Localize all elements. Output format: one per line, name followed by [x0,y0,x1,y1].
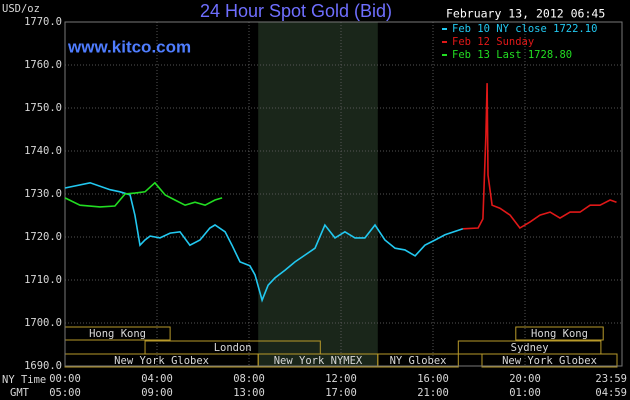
session-label: London [214,342,252,354]
y-tick-label: 1700.0 [24,317,62,329]
legend-label: Feb 13 Last 1728.80 [452,49,572,61]
plot-area [64,21,623,368]
price-line [64,181,464,303]
x-tick-label: 04:00 [141,373,173,385]
y-tick-label: 1740.0 [24,145,62,157]
x-axis-label: NY Time [2,374,46,386]
plot-frame [64,21,623,367]
session-label: NY Globex [390,355,447,367]
y-tick-label: 1760.0 [24,59,62,71]
session-label: Hong Kong [89,328,146,340]
x2-tick-label: 05:00 [49,387,81,399]
session-box [481,353,618,368]
session-label: New York Globex [502,355,597,367]
session-label: New York NYMEX [274,355,363,367]
y-tick-label: 1750.0 [24,102,62,114]
y-tick-label: 1720.0 [24,231,62,243]
session-label: Hong Kong [531,328,588,340]
session-label: Sydney [511,342,549,354]
x-tick-label: 23:59 [595,373,627,385]
x2-tick-label: 09:00 [141,387,173,399]
price-line [64,181,223,208]
timestamp: February 13, 2012 06:45 [446,7,605,21]
y-tick-label: 1730.0 [24,188,62,200]
session-box [515,326,604,341]
x-tick-label: 00:00 [49,373,81,385]
y-tick-label: 1710.0 [24,274,62,286]
x2-tick-label: 13:00 [233,387,265,399]
x2-axis-label: GMT [10,387,30,399]
x-tick-label: 08:00 [233,373,265,385]
x-tick-label: 16:00 [417,373,449,385]
y-tick-label: 1770.0 [24,16,62,28]
x-tick-label: 12:00 [325,373,357,385]
chart-title: 24 Hour Spot Gold (Bid) [200,1,392,21]
session-box [377,353,459,368]
x2-tick-label: 01:00 [509,387,541,399]
x2-tick-label: 21:00 [417,387,449,399]
price-line [462,83,617,230]
legend-label: Feb 10 NY close 1722.10 [452,23,597,35]
y-tick-label: 1690.0 [24,360,62,372]
x-tick-label: 20:00 [509,373,541,385]
y-axis-unit: USD/oz [2,3,40,15]
session-label: New York Globex [114,355,209,367]
x2-tick-label: 17:00 [325,387,357,399]
legend-label: Feb 12 Sunday [452,36,534,48]
x2-tick-label: 04:59 [595,387,627,399]
website: www.kitco.com [67,37,191,56]
